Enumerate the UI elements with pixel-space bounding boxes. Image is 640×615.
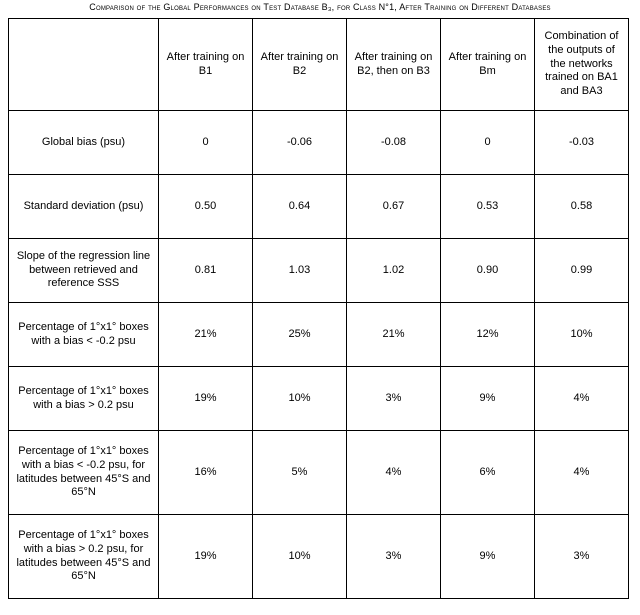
table-row: Slope of the regression line between ret… (9, 239, 629, 303)
table-cell: 0.64 (253, 175, 347, 239)
col-header: After training on B2 (253, 19, 347, 111)
table-cell: 3% (347, 515, 441, 599)
performance-table: After training on B1 After training on B… (8, 18, 629, 599)
row-header: Slope of the regression line between ret… (9, 239, 159, 303)
table-cell: -0.06 (253, 111, 347, 175)
table-body: Global bias (psu)0-0.06-0.080-0.03Standa… (9, 111, 629, 599)
table-row: Percentage of 1°x1° boxes with a bias < … (9, 431, 629, 515)
col-header: After training on Bm (441, 19, 535, 111)
table-cell: 10% (253, 367, 347, 431)
table-cell: 6% (441, 431, 535, 515)
table-cell: 0.99 (535, 239, 629, 303)
table-cell: 0 (159, 111, 253, 175)
row-header: Percentage of 1°x1° boxes with a bias > … (9, 367, 159, 431)
row-header: Standard deviation (psu) (9, 175, 159, 239)
table-cell: 21% (159, 303, 253, 367)
table-cell: 4% (347, 431, 441, 515)
table-cell: 10% (535, 303, 629, 367)
col-header: Combination of the outputs of the networ… (535, 19, 629, 111)
table-cell: 3% (535, 515, 629, 599)
table-cell: 9% (441, 367, 535, 431)
table-cell: 0.53 (441, 175, 535, 239)
table-caption: Comparison of the Global Performances on… (0, 0, 640, 18)
table-cell: 0.90 (441, 239, 535, 303)
table-cell: 0.81 (159, 239, 253, 303)
table-cell: 1.03 (253, 239, 347, 303)
table-row: Percentage of 1°x1° boxes with a bias > … (9, 515, 629, 599)
row-header: Percentage of 1°x1° boxes with a bias > … (9, 515, 159, 599)
table-cell: 0 (441, 111, 535, 175)
table-cell: 3% (347, 367, 441, 431)
row-header: Percentage of 1°x1° boxes with a bias < … (9, 431, 159, 515)
table-row: Percentage of 1°x1° boxes with a bias < … (9, 303, 629, 367)
table-cell: 25% (253, 303, 347, 367)
table-cell: -0.08 (347, 111, 441, 175)
table-row: Standard deviation (psu)0.500.640.670.53… (9, 175, 629, 239)
row-header: Global bias (psu) (9, 111, 159, 175)
table-cell: 5% (253, 431, 347, 515)
table-cell: 4% (535, 367, 629, 431)
table-cell: 1.02 (347, 239, 441, 303)
table-cell: 19% (159, 515, 253, 599)
table-cell: 0.58 (535, 175, 629, 239)
table-cell: 19% (159, 367, 253, 431)
table-cell: 0.50 (159, 175, 253, 239)
table-cell: 4% (535, 431, 629, 515)
table-cell: 10% (253, 515, 347, 599)
table-cell: 0.67 (347, 175, 441, 239)
header-blank (9, 19, 159, 111)
row-header: Percentage of 1°x1° boxes with a bias < … (9, 303, 159, 367)
table-row: Global bias (psu)0-0.06-0.080-0.03 (9, 111, 629, 175)
table-row: Percentage of 1°x1° boxes with a bias > … (9, 367, 629, 431)
table-cell: 16% (159, 431, 253, 515)
table-cell: 21% (347, 303, 441, 367)
header-row: After training on B1 After training on B… (9, 19, 629, 111)
table-cell: 12% (441, 303, 535, 367)
col-header: After training on B2, then on B3 (347, 19, 441, 111)
table-cell: 9% (441, 515, 535, 599)
table-cell: -0.03 (535, 111, 629, 175)
col-header: After training on B1 (159, 19, 253, 111)
